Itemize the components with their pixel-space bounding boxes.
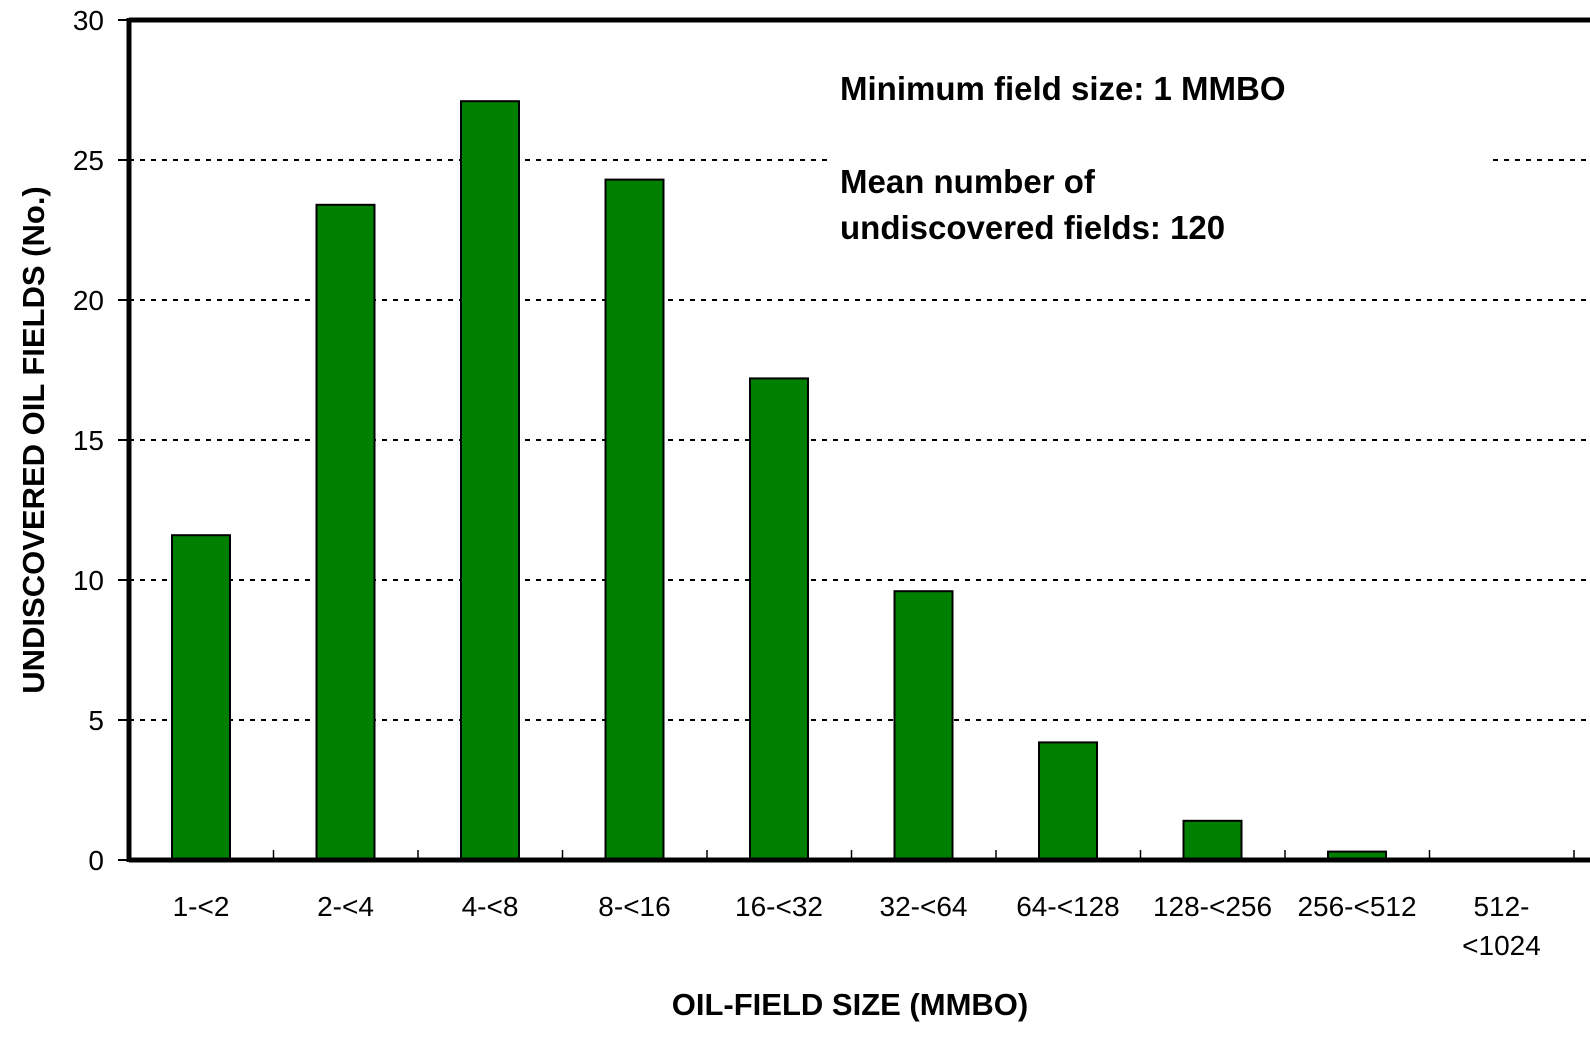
x-tick-label-line: 32-<64 xyxy=(880,891,968,922)
x-tick-label: 8-<16 xyxy=(598,891,670,922)
bar xyxy=(171,534,231,861)
x-tick-label-line: 2-<4 xyxy=(317,891,374,922)
bar xyxy=(1038,741,1098,862)
x-tick-label: 64-<128 xyxy=(1016,891,1120,922)
y-tick-label: 5 xyxy=(88,705,104,736)
x-tick-label: 16-<32 xyxy=(735,891,823,922)
x-tick-label-line: 4-<8 xyxy=(462,891,519,922)
x-tick-label: 1-<2 xyxy=(173,891,230,922)
x-tick-label: 512- <1024 xyxy=(1462,891,1541,961)
x-tick-label: 32-<64 xyxy=(880,891,968,922)
x-tick-label-line: 64-<128 xyxy=(1016,891,1120,922)
x-tick-label: 2-<4 xyxy=(317,891,374,922)
bars xyxy=(171,100,1387,862)
bar xyxy=(749,377,809,861)
x-tick-label-line: 1-<2 xyxy=(173,891,230,922)
y-tick-label: 10 xyxy=(73,565,104,596)
annotation-mean-number-line2: undiscovered fields: 120 xyxy=(840,209,1225,246)
x-tick-label: 128-<256 xyxy=(1153,891,1272,922)
x-tick-label-line: <1024 xyxy=(1462,930,1541,961)
x-tick-label-line: 256-<512 xyxy=(1297,891,1416,922)
bar xyxy=(893,590,954,861)
annotation-background xyxy=(832,60,1490,260)
x-tick-label-line: 8-<16 xyxy=(598,891,670,922)
x-tick-label-line: 128-<256 xyxy=(1153,891,1272,922)
x-axis-title: OIL-FIELD SIZE (MMBO) xyxy=(672,987,1028,1022)
y-axis-title: UNDISCOVERED OIL FIELDS (No.) xyxy=(16,186,51,694)
y-tick-label: 25 xyxy=(73,145,104,176)
annotation-mean-number-line1: Mean number of xyxy=(840,163,1096,200)
x-tick-label: 256-<512 xyxy=(1297,891,1416,922)
y-tick-label: 20 xyxy=(73,285,104,316)
x-tick-labels: 1-<2 2-<4 4-<8 8-<16 16-<32 32-<64 64-<128 128-… xyxy=(128,850,1575,961)
x-tick-label-line: 16-<32 xyxy=(735,891,823,922)
bar xyxy=(460,100,520,861)
y-tick-label: 0 xyxy=(88,845,104,876)
bar xyxy=(315,203,376,862)
x-tick-label: 4-<8 xyxy=(462,891,519,922)
bar xyxy=(604,178,665,862)
y-tick-label: 30 xyxy=(73,5,104,36)
bar xyxy=(1182,819,1243,861)
x-tick-label-line: 512- xyxy=(1473,891,1529,922)
y-tick-label: 15 xyxy=(73,425,104,456)
annotation-min-field-size: Minimum field size: 1 MMBO xyxy=(840,70,1286,107)
y-tick-labels: 0 5 10 15 20 25 30 xyxy=(73,5,129,876)
